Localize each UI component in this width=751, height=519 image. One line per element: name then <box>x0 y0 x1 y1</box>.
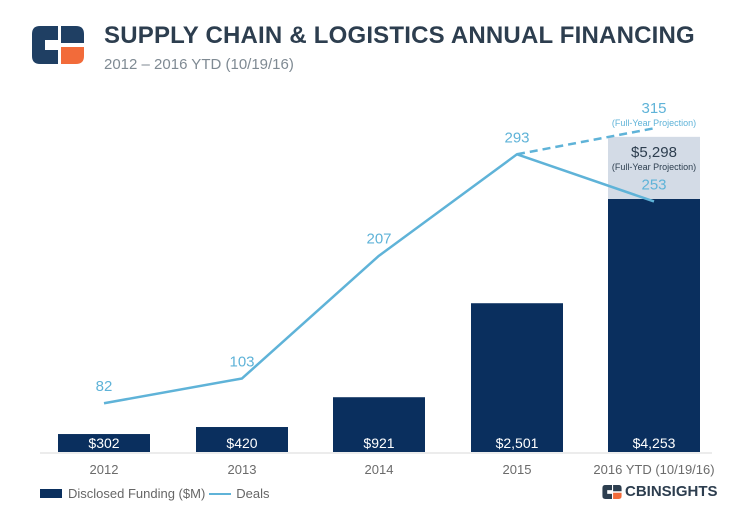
funding-projection-bar <box>608 136 700 199</box>
funding-bar <box>608 199 700 452</box>
legend: Disclosed Funding ($M) Deals <box>40 486 270 501</box>
funding-bar <box>58 434 150 452</box>
x-tick-label: 2012 <box>90 462 119 477</box>
deals-projection-label: 315 <box>641 100 666 117</box>
deals-label: 253 <box>641 176 666 193</box>
cb-insights-logo <box>32 26 84 64</box>
cb-insights-logo-small <box>602 484 622 499</box>
legend-funding-swatch <box>40 489 62 498</box>
chart-subtitle: 2012 – 2016 YTD (10/19/16) <box>104 56 294 73</box>
x-tick-label: 2015 <box>503 462 532 477</box>
funding-bar-label: $302 <box>88 435 119 451</box>
chart-title: SUPPLY CHAIN & LOGISTICS ANNUAL FINANCIN… <box>104 22 695 49</box>
funding-bar <box>333 397 425 452</box>
legend-deals-swatch <box>209 492 232 495</box>
funding-bar <box>196 427 288 452</box>
deals-label: 103 <box>229 353 254 370</box>
x-tick-label: 2016 YTD (10/19/16) <box>593 462 714 477</box>
funding-bar-label: $420 <box>226 435 257 451</box>
x-tick-label: 2014 <box>365 462 394 477</box>
funding-projection-label: $5,298 <box>631 144 677 161</box>
x-tick-label: 2013 <box>228 462 257 477</box>
funding-projection-note: (Full-Year Projection) <box>612 162 696 172</box>
legend-deals-label: Deals <box>236 486 270 501</box>
funding-bar-label: $921 <box>363 435 394 451</box>
deals-label: 82 <box>96 378 113 395</box>
deals-projection-note: (Full-Year Projection) <box>612 118 696 128</box>
cb-insights-brand: CBINSIGHTS <box>602 483 718 500</box>
deals-label: 207 <box>366 231 391 248</box>
legend-funding-label: Disclosed Funding ($M) <box>68 486 206 501</box>
funding-bar <box>471 303 563 452</box>
deals-line <box>103 153 655 405</box>
funding-bar-label: $4,253 <box>633 435 676 451</box>
deals-projection-line <box>516 127 655 156</box>
funding-bar-label: $2,501 <box>496 435 539 451</box>
brand-name: CBINSIGHTS <box>625 483 718 500</box>
deals-label: 293 <box>504 129 529 146</box>
